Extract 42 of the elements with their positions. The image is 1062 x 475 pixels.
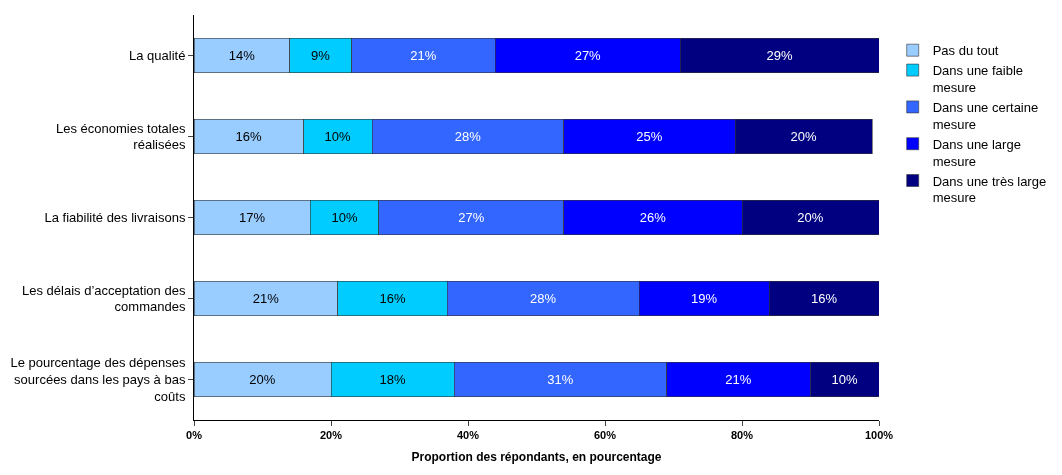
data-label: 16% <box>810 291 838 306</box>
data-label: 28% <box>454 129 482 144</box>
data-label: 10% <box>331 210 358 225</box>
x-tick-label: 20% <box>319 429 343 442</box>
legend-label: Pas du tout <box>932 43 999 59</box>
data-label: 20% <box>249 372 276 387</box>
data-label: 14% <box>228 48 256 63</box>
y-tick-label: Les économies totales réalisées <box>56 120 186 153</box>
x-tick-label: 60% <box>593 429 617 442</box>
legend-label: Dans une certaine mesure <box>932 99 1039 132</box>
data-label: 18% <box>379 372 406 387</box>
x-tick-label: 0% <box>186 429 203 442</box>
data-label: 28% <box>530 291 557 306</box>
data-label: 31% <box>547 372 574 387</box>
legend-label: Dans une faible mesure <box>932 63 1024 96</box>
data-label: 29% <box>766 48 793 63</box>
y-tick-label: La qualité <box>129 48 186 64</box>
x-tick-label: 40% <box>456 429 480 442</box>
data-label: 17% <box>239 210 266 225</box>
data-label: 25% <box>636 129 663 144</box>
data-label: 27% <box>574 48 602 63</box>
x-tick-label: 80% <box>730 429 754 442</box>
data-label: 19% <box>691 291 718 306</box>
legend-label: Dans une large mesure <box>932 136 1021 169</box>
data-label: 26% <box>639 210 667 225</box>
data-label: 27% <box>458 210 485 225</box>
x-axis-title: Proportion des répondants, en pourcentage <box>411 450 662 465</box>
data-label: 9% <box>311 48 331 63</box>
y-tick-label: La fiabilité des livraisons <box>44 210 186 226</box>
data-label: 21% <box>252 291 280 306</box>
data-label: 20% <box>797 210 824 225</box>
x-tick-label: 100% <box>864 429 894 442</box>
y-tick-label: Les délais d’acceptation des commandes <box>22 282 186 315</box>
data-label: 10% <box>324 129 352 144</box>
data-label: 20% <box>790 129 817 144</box>
data-label: 16% <box>379 291 406 306</box>
legend-label: Dans une très large mesure <box>932 173 1047 206</box>
data-label: 21% <box>725 372 752 387</box>
data-label: 21% <box>410 48 437 63</box>
data-label: 16% <box>235 129 263 144</box>
data-label: 10% <box>831 372 858 387</box>
y-tick-label: Le pourcentage des dépenses sourcées dans les pays à bas coûts <box>10 355 186 404</box>
